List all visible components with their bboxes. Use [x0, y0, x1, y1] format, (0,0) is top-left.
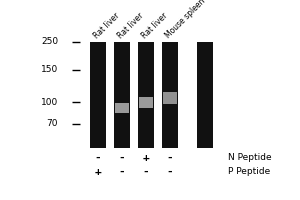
Text: Rat liver: Rat liver	[140, 11, 169, 40]
Text: -: -	[118, 153, 125, 163]
Text: Mouse spleen: Mouse spleen	[164, 0, 207, 40]
Text: 150: 150	[41, 65, 58, 74]
Bar	[162, 42, 178, 148]
Bar	[114, 42, 130, 148]
Text: -: -	[94, 153, 101, 163]
Text: +: +	[94, 167, 101, 177]
Bar	[139, 97, 153, 108]
Text: Rat liver: Rat liver	[92, 11, 121, 40]
Bar	[138, 42, 154, 148]
Text: Rat liver: Rat liver	[116, 11, 145, 40]
Text: 70: 70	[46, 119, 58, 128]
Text: 250: 250	[41, 38, 58, 46]
Text: P Peptide: P Peptide	[228, 168, 270, 176]
Text: 100: 100	[41, 98, 58, 107]
Bar	[90, 42, 106, 148]
Text: -: -	[142, 167, 149, 177]
Text: N Peptide: N Peptide	[228, 154, 272, 162]
Bar	[163, 92, 177, 104]
Text: -: -	[167, 167, 173, 177]
Text: -: -	[167, 153, 173, 163]
Bar	[197, 42, 213, 148]
Bar	[115, 103, 129, 113]
Text: -: -	[118, 167, 125, 177]
Text: +: +	[142, 153, 149, 163]
